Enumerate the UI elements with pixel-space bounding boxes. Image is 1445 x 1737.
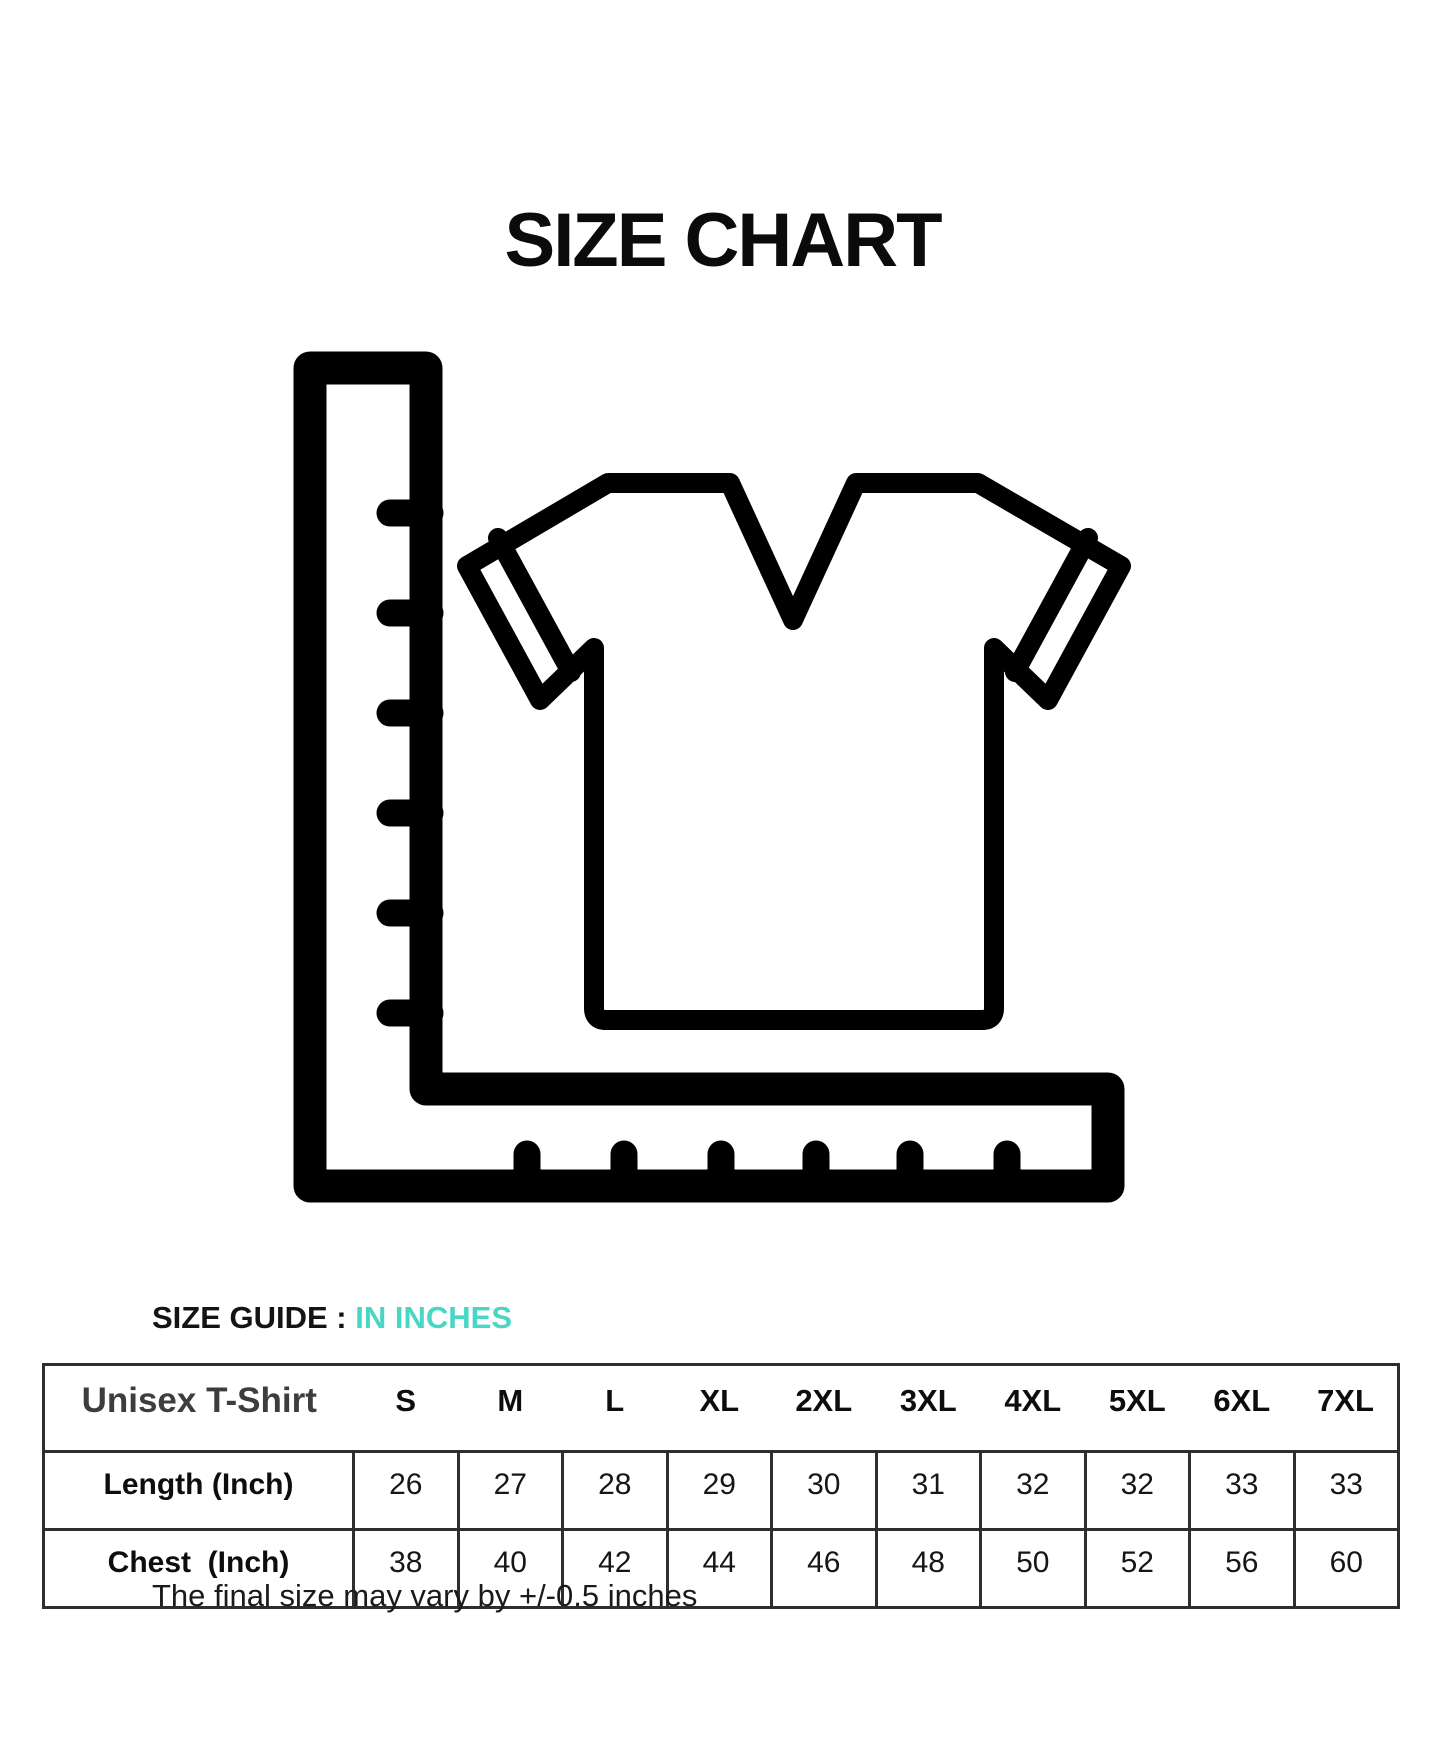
size-note: The final size may vary by +/-0.5 inches — [152, 1578, 698, 1613]
chest-7xl: 60 — [1292, 1528, 1400, 1609]
header-size-3xl: 3XL — [876, 1363, 981, 1453]
header-size-7xl: 7XL — [1294, 1363, 1399, 1453]
row-label-chest: Chest (Inch) — [42, 1528, 355, 1609]
size-table: Unisex T-Shirt S M L XL 2XL 3XL 4XL 5XL … — [42, 1363, 1400, 1609]
chest-xl: 44 — [665, 1528, 773, 1609]
length-4xl: 32 — [979, 1450, 1087, 1531]
page-title: SIZE CHART — [504, 197, 943, 283]
length-3xl: 31 — [874, 1450, 982, 1531]
chest-5xl: 52 — [1083, 1528, 1191, 1609]
chest-6xl: 56 — [1188, 1528, 1296, 1609]
header-size-2xl: 2XL — [771, 1363, 876, 1453]
header-size-5xl: 5XL — [1085, 1363, 1190, 1453]
size-guide-text: SIZE GUIDE : — [152, 1300, 356, 1335]
length-l: 28 — [561, 1450, 669, 1531]
chest-4xl: 50 — [979, 1528, 1087, 1609]
length-s: 26 — [352, 1450, 460, 1531]
chest-l: 42 — [561, 1528, 669, 1609]
table-header-row: Unisex T-Shirt S M L XL 2XL 3XL 4XL 5XL … — [43, 1363, 1399, 1453]
header-size-6xl: 6XL — [1189, 1363, 1294, 1453]
tshirt-icon — [457, 473, 1131, 1030]
length-xl: 29 — [665, 1450, 773, 1531]
chest-2xl: 46 — [770, 1528, 878, 1609]
size-guide-unit: IN INCHES — [355, 1300, 512, 1335]
left-cuff-stripe — [488, 528, 581, 682]
chest-s: 38 — [352, 1528, 460, 1609]
chest-m: 40 — [456, 1528, 564, 1609]
length-m: 27 — [456, 1450, 564, 1531]
size-graphic-svg — [293, 351, 1131, 1203]
table-row-length: Length (Inch) 26 27 28 29 30 31 32 32 33… — [42, 1450, 1400, 1531]
header-size-l: L — [562, 1363, 667, 1453]
l-square-ruler-icon — [293, 351, 1125, 1203]
header-size-m: M — [458, 1363, 563, 1453]
right-cuff-stripe — [1005, 528, 1098, 682]
table-row-chest: Chest (Inch) 38 40 42 44 46 48 50 52 56 … — [42, 1528, 1400, 1609]
length-7xl: 33 — [1292, 1450, 1400, 1531]
length-5xl: 32 — [1083, 1450, 1191, 1531]
header-size-s: S — [353, 1363, 458, 1453]
header-product: Unisex T-Shirt — [43, 1363, 354, 1453]
header-size-4xl: 4XL — [980, 1363, 1085, 1453]
chest-3xl: 48 — [874, 1528, 982, 1609]
ruler-tshirt-graphic — [288, 348, 1134, 1206]
length-2xl: 30 — [770, 1450, 878, 1531]
row-label-length: Length (Inch) — [42, 1450, 355, 1531]
header-size-xl: XL — [667, 1363, 772, 1453]
size-guide-label: SIZE GUIDE : IN INCHES — [152, 1300, 512, 1336]
length-6xl: 33 — [1188, 1450, 1296, 1531]
